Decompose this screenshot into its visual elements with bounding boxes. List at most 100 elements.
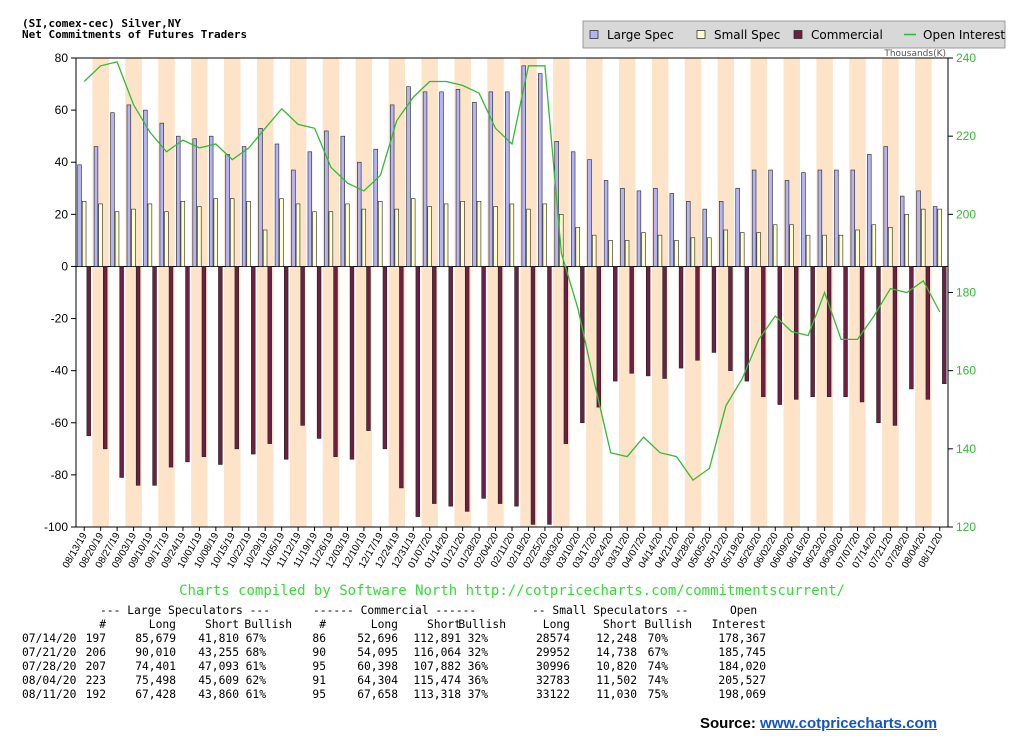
table-cell: 52,696 <box>357 632 398 645</box>
large-spec-bar <box>274 143 280 267</box>
small-spec-bar <box>591 234 597 267</box>
left-axis-label: 20 <box>55 207 69 221</box>
small-spec-bar <box>921 208 926 267</box>
table-cell: 68% <box>245 646 266 659</box>
large-spec-bar <box>241 146 247 267</box>
large-spec-bar <box>192 138 197 267</box>
large-spec-bar <box>176 135 181 267</box>
small-spec-bar <box>114 211 120 267</box>
commercial-bar <box>942 266 947 384</box>
commercial-bar <box>432 266 437 504</box>
table-cell: 67% <box>245 632 266 645</box>
table-column-header: Short <box>426 618 461 631</box>
commercial-bar <box>251 266 256 455</box>
legend-entry: Small Spec <box>714 28 780 42</box>
large-spec-bar <box>817 169 823 267</box>
table-cell: 90 <box>312 646 326 659</box>
commercial-bar <box>563 266 569 444</box>
large-spec-bar <box>702 208 707 267</box>
commercial-bar <box>497 266 503 504</box>
commercial-bar <box>135 266 141 486</box>
small-spec-bar <box>624 240 630 267</box>
source-link[interactable]: www.cotpricecharts.com <box>760 715 938 732</box>
small-spec-bar <box>295 203 301 267</box>
table-cell: 178,367 <box>718 632 766 645</box>
commercial-bar <box>119 266 124 478</box>
table-cell: 33122 <box>535 688 570 701</box>
commercial-bar <box>399 266 404 489</box>
small-spec-bar <box>559 214 564 267</box>
table-column-header: Long <box>542 618 570 631</box>
table-cell: 116,064 <box>413 646 461 659</box>
small-spec-bar <box>147 203 153 267</box>
table-column-header: # <box>319 618 326 631</box>
table-cell: 90,010 <box>135 646 176 659</box>
large-spec-bar <box>389 104 395 267</box>
commercial-bar <box>662 266 667 379</box>
chart-legend: Large Spec Small Spec Commercial Open Inter… <box>582 20 1005 49</box>
table-cell: 30996 <box>535 660 570 673</box>
large-spec-bar <box>439 91 444 267</box>
small-spec-bar <box>427 206 432 267</box>
small-spec-bar <box>740 232 745 267</box>
table-cell: 43,255 <box>198 646 239 659</box>
table-cell: 45,609 <box>198 674 239 687</box>
small-spec-bar <box>180 201 186 267</box>
legend-entry: Commercial <box>811 28 883 42</box>
commercial-bar <box>629 266 634 374</box>
left-axis-label: -40 <box>51 364 69 378</box>
right-axis-label: 200 <box>956 207 976 221</box>
large-spec-bar <box>143 109 148 267</box>
large-spec-bar <box>472 101 477 267</box>
commercial-bar <box>728 266 733 371</box>
table-cell: 74% <box>647 660 668 673</box>
small-spec-bar <box>279 198 284 267</box>
commercial-bar <box>234 266 240 450</box>
small-spec-bar <box>608 240 613 267</box>
commercial-bar <box>152 266 157 486</box>
small-spec-bar <box>756 232 761 267</box>
right-axis-label: 160 <box>956 364 976 378</box>
small-spec-bar <box>772 224 778 267</box>
table-cell: 67,428 <box>135 688 176 701</box>
large-spec-bar <box>669 193 675 267</box>
commercial-bar <box>596 266 601 408</box>
table-group-header: --- Large Speculators --- <box>100 604 271 617</box>
table-cell: 207 <box>85 660 106 673</box>
table-cell: 11,030 <box>596 688 637 701</box>
week-band <box>684 58 702 527</box>
table-cell: 36% <box>467 660 488 673</box>
large-spec-bar <box>735 187 740 267</box>
week-band <box>717 58 735 527</box>
large-spec-bar <box>899 195 905 267</box>
small-spec-bar <box>904 214 909 267</box>
large-spec-bar <box>883 146 888 267</box>
commercial-bar <box>86 266 91 437</box>
commercial-bar <box>366 266 371 431</box>
large-spec-bar <box>653 187 658 267</box>
commercial-bar <box>645 266 651 377</box>
small-spec-bar <box>707 237 712 267</box>
table-cell: 32783 <box>535 674 570 687</box>
large-spec-bar <box>258 128 263 267</box>
week-band <box>651 58 669 527</box>
right-axis-unit: Thousands(K) <box>883 49 946 59</box>
small-spec-bar <box>312 211 317 267</box>
large-spec-bar <box>620 187 625 267</box>
large-spec-bar <box>570 151 576 267</box>
large-spec-bar <box>867 154 872 267</box>
table-cell: 14,738 <box>596 646 637 659</box>
week-band <box>618 58 636 527</box>
small-spec-bar <box>871 224 877 267</box>
table-column-header: Bullish <box>458 618 506 631</box>
small-spec-bar <box>246 201 251 267</box>
table-row-date: 07/14/20 <box>22 632 77 645</box>
table-cell: 74,401 <box>135 660 176 673</box>
small-spec-bar <box>213 198 218 267</box>
small-spec-bar <box>476 201 482 267</box>
small-spec-bar <box>641 232 646 267</box>
table-cell: 47,093 <box>198 660 239 673</box>
table-cell: 70% <box>647 632 668 645</box>
table-cell: 64,304 <box>357 674 398 687</box>
left-axis-label: 40 <box>55 155 69 169</box>
